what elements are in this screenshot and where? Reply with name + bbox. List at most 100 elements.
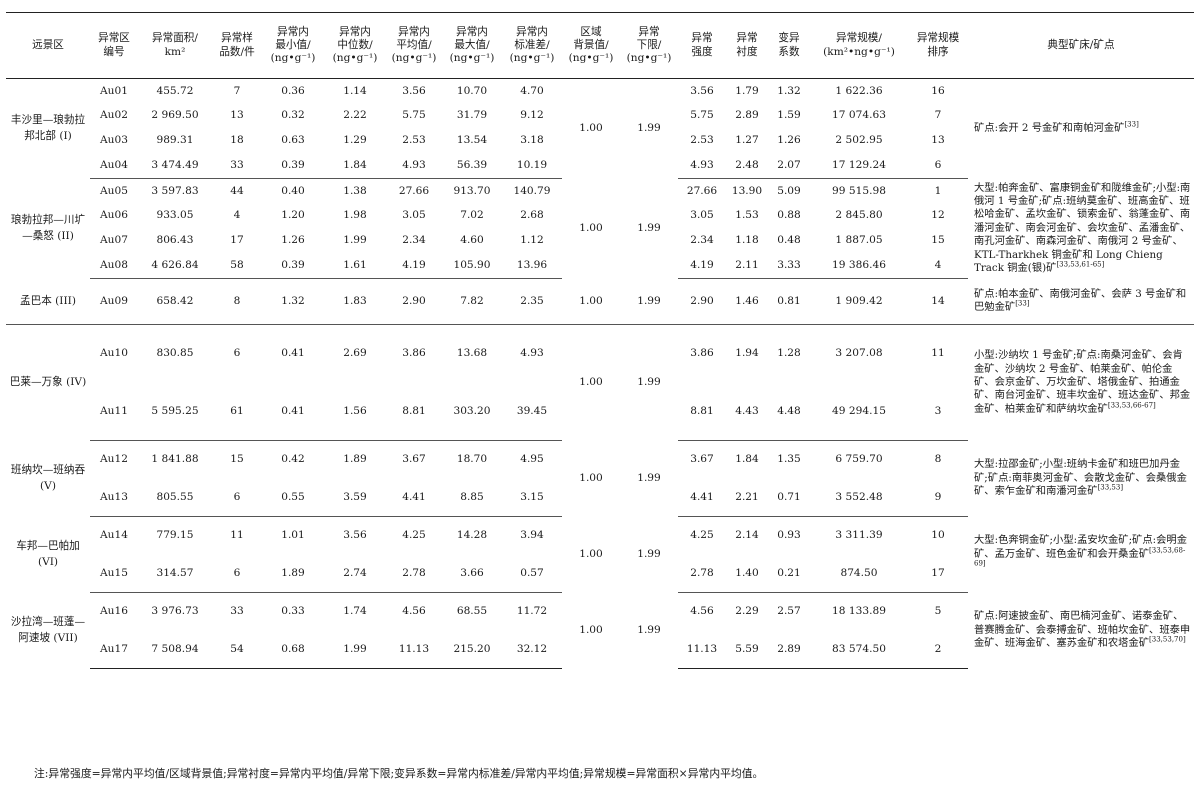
lower-limit-value: 1.99 [637, 221, 661, 234]
data-cell: 13 [931, 134, 945, 147]
data-cell: 1.40 [726, 554, 768, 593]
data-cell: 1.61 [324, 253, 386, 279]
table-row: 丰沙里—琅勃拉邦北部 (I) Au01 455.72 7 0.36 1.14 3.56 10.… [6, 79, 1194, 142]
data-cell: 13 [230, 109, 244, 122]
data-cell: 0.32 [281, 109, 305, 122]
background-value: 1.00 [562, 278, 620, 325]
data-cell: 11 [931, 347, 945, 360]
data-cell: 4.93 [520, 347, 544, 360]
region-group: 琅勃拉邦—川圹—桑怒 (II) Au05 3 597.83 44 0.40 1.38 27.… [6, 179, 1194, 279]
table-row: Au13 805.55 6 0.55 3.59 4.41 8.85 3.15 4.41 2.21 0… [6, 478, 1194, 517]
column-header: 异常 下限/(ng•g⁻¹) [620, 12, 678, 79]
anomaly-id: Au08 [90, 253, 138, 279]
data-cell: 4 [233, 209, 241, 222]
anomaly-table: 远景区 异常区 编号 异常面积/km² 异常样 品数/件 异常内 最小值/(ng•g⁻¹) 异常… [6, 12, 1194, 669]
data-cell: 0.21 [768, 554, 810, 593]
data-cell: 33 [230, 605, 244, 618]
table-row: Au07 806.43 17 1.26 1.99 2.34 4.60 1.12 2.34 1.18… [6, 229, 1194, 254]
column-header-line: 强度 [691, 45, 713, 58]
data-cell: 2.11 [726, 253, 768, 279]
data-cell: 0.68 [262, 630, 324, 669]
data-cell: 1.84 [324, 153, 386, 179]
data-cell: 0.88 [777, 209, 801, 222]
data-cell: 303.20 [442, 382, 502, 441]
data-cell: 4.93 [386, 153, 442, 179]
data-cell: 3.05 [690, 209, 714, 222]
data-cell: 1.27 [735, 134, 759, 147]
region-name: 琅勃拉邦—川圹—桑怒 (II) [10, 214, 86, 242]
table-row: 沙拉湾—班蓬—阿速坡 (VII) Au16 3 976.73 33 0.33 1.74 4.… [6, 593, 1194, 649]
data-cell: 1.53 [735, 209, 759, 222]
table-row: Au03 989.31 18 0.63 1.29 2.53 13.54 3.18 2.53 1.2… [6, 129, 1194, 154]
data-cell: 0.93 [777, 529, 801, 542]
table-row: 琅勃拉邦—川圹—桑怒 (II) Au05 3 597.83 44 0.40 1.38 27.… [6, 179, 1194, 274]
data-cell: 1.32 [262, 278, 324, 325]
data-cell: 3.86 [690, 347, 714, 360]
column-header-line: (ng•g⁻¹) [391, 52, 437, 65]
data-cell: 4.48 [768, 382, 810, 441]
data-cell: 1.89 [343, 453, 367, 466]
deposit-list: 矿点:会开 2 号金矿和南帕河金矿 [974, 122, 1125, 135]
data-cell: 1.56 [324, 382, 386, 441]
column-header: 异常内 最小值/(ng•g⁻¹) [262, 12, 324, 79]
data-cell: 18.70 [456, 453, 488, 466]
data-cell: 17 074.63 [832, 109, 886, 122]
data-cell: 4.93 [678, 153, 726, 179]
typical-deposits: 矿点:阿速披金矿、南巴楠河金矿、诺泰金矿、普赛腾金矿、会泰搏金矿、班帕坎金矿、班… [968, 593, 1194, 669]
data-cell: 11.13 [678, 630, 726, 669]
data-cell: 2.35 [502, 278, 562, 325]
data-cell: 1.26 [777, 134, 801, 147]
data-cell: 1.38 [343, 184, 367, 197]
data-cell: 14.28 [456, 529, 488, 542]
data-cell: 4.56 [690, 605, 714, 618]
anomaly-id: Au15 [90, 554, 138, 593]
data-cell: 3.94 [520, 529, 544, 542]
data-cell: 0.81 [768, 278, 810, 325]
deposit-list: 小型:沙纳坎 1 号金矿;矿点:南桑河金矿、会肯金矿、沙纳坎 2 号金矿、帕莱金… [974, 349, 1191, 415]
data-cell: 4.56 [402, 605, 426, 618]
data-cell: 1.84 [735, 453, 759, 466]
deposit-list: 大型:拉邵金矿;小型:班纳卡金矿和班巴加丹金矿;矿点:南菲奥河金矿、会散戈金矿、… [974, 458, 1187, 498]
data-cell: 33 [212, 153, 262, 179]
data-cell: 933.05 [156, 209, 194, 222]
data-cell: 17 [230, 234, 244, 247]
data-cell: 8 [934, 453, 942, 466]
reference-citation: [33,53,68-69] [974, 546, 1186, 568]
column-header-line: 远景区 [32, 38, 64, 51]
data-cell: 913.70 [453, 184, 491, 197]
data-cell: 6 [212, 554, 262, 593]
typical-deposits: 矿点:帕本金矿、南俄河金矿、会萨 3 号金矿和巴勉金矿[33] [968, 278, 1194, 325]
reference-citation: [33,53] [1097, 483, 1124, 492]
background-value: 1.00 [579, 623, 603, 636]
data-cell: 10 [931, 529, 945, 542]
region-name: 丰沙里—琅勃拉邦北部 (I) [10, 114, 86, 142]
data-cell: 3.56 [690, 84, 714, 97]
data-cell: 17 [908, 554, 968, 593]
data-cell: 49 294.15 [810, 382, 908, 441]
data-cell: 2.89 [768, 630, 810, 669]
data-cell: 4.25 [690, 529, 714, 542]
data-cell: 27.66 [686, 184, 718, 197]
region-group: 丰沙里—琅勃拉邦北部 (I) Au01 455.72 7 0.36 1.14 3.56 10.… [6, 79, 1194, 179]
data-cell: 4.41 [386, 478, 442, 517]
data-cell: 0.63 [281, 134, 305, 147]
data-cell: 3.56 [343, 529, 367, 542]
data-cell: 4.41 [678, 478, 726, 517]
data-cell: 0.57 [502, 554, 562, 593]
deposit-list: 矿点:帕本金矿、南俄河金矿、会萨 3 号金矿和巴勉金矿 [974, 287, 1187, 314]
column-header: 异常 强度 [678, 12, 726, 79]
anomaly-id: Au12 [100, 453, 128, 466]
data-cell: 5.75 [690, 109, 714, 122]
column-header-line: 异常规模/ [836, 32, 882, 45]
region-group: 班纳坎—班纳吞 (V) Au12 1 841.88 15 0.42 1.89 3.67 18.… [6, 441, 1194, 517]
anomaly-id: Au06 [100, 209, 128, 222]
column-header-line: 异常内 [277, 25, 309, 38]
column-header-line: 异常 [736, 32, 758, 45]
data-cell: 10.70 [456, 84, 488, 97]
typical-deposits: 大型:拉邵金矿;小型:班纳卡金矿和班巴加丹金矿;矿点:南菲奥河金矿、会散戈金矿、… [968, 441, 1194, 517]
region-name: 巴莱—万象 (IV) [9, 376, 87, 389]
table-row: 班纳坎—班纳吞 (V) Au12 1 841.88 15 0.42 1.89 3.67 18.… [6, 441, 1194, 497]
data-cell: 8 [212, 278, 262, 325]
column-header-line: 异常样 [221, 32, 253, 45]
column-header-line: 异常规模 [916, 32, 960, 45]
